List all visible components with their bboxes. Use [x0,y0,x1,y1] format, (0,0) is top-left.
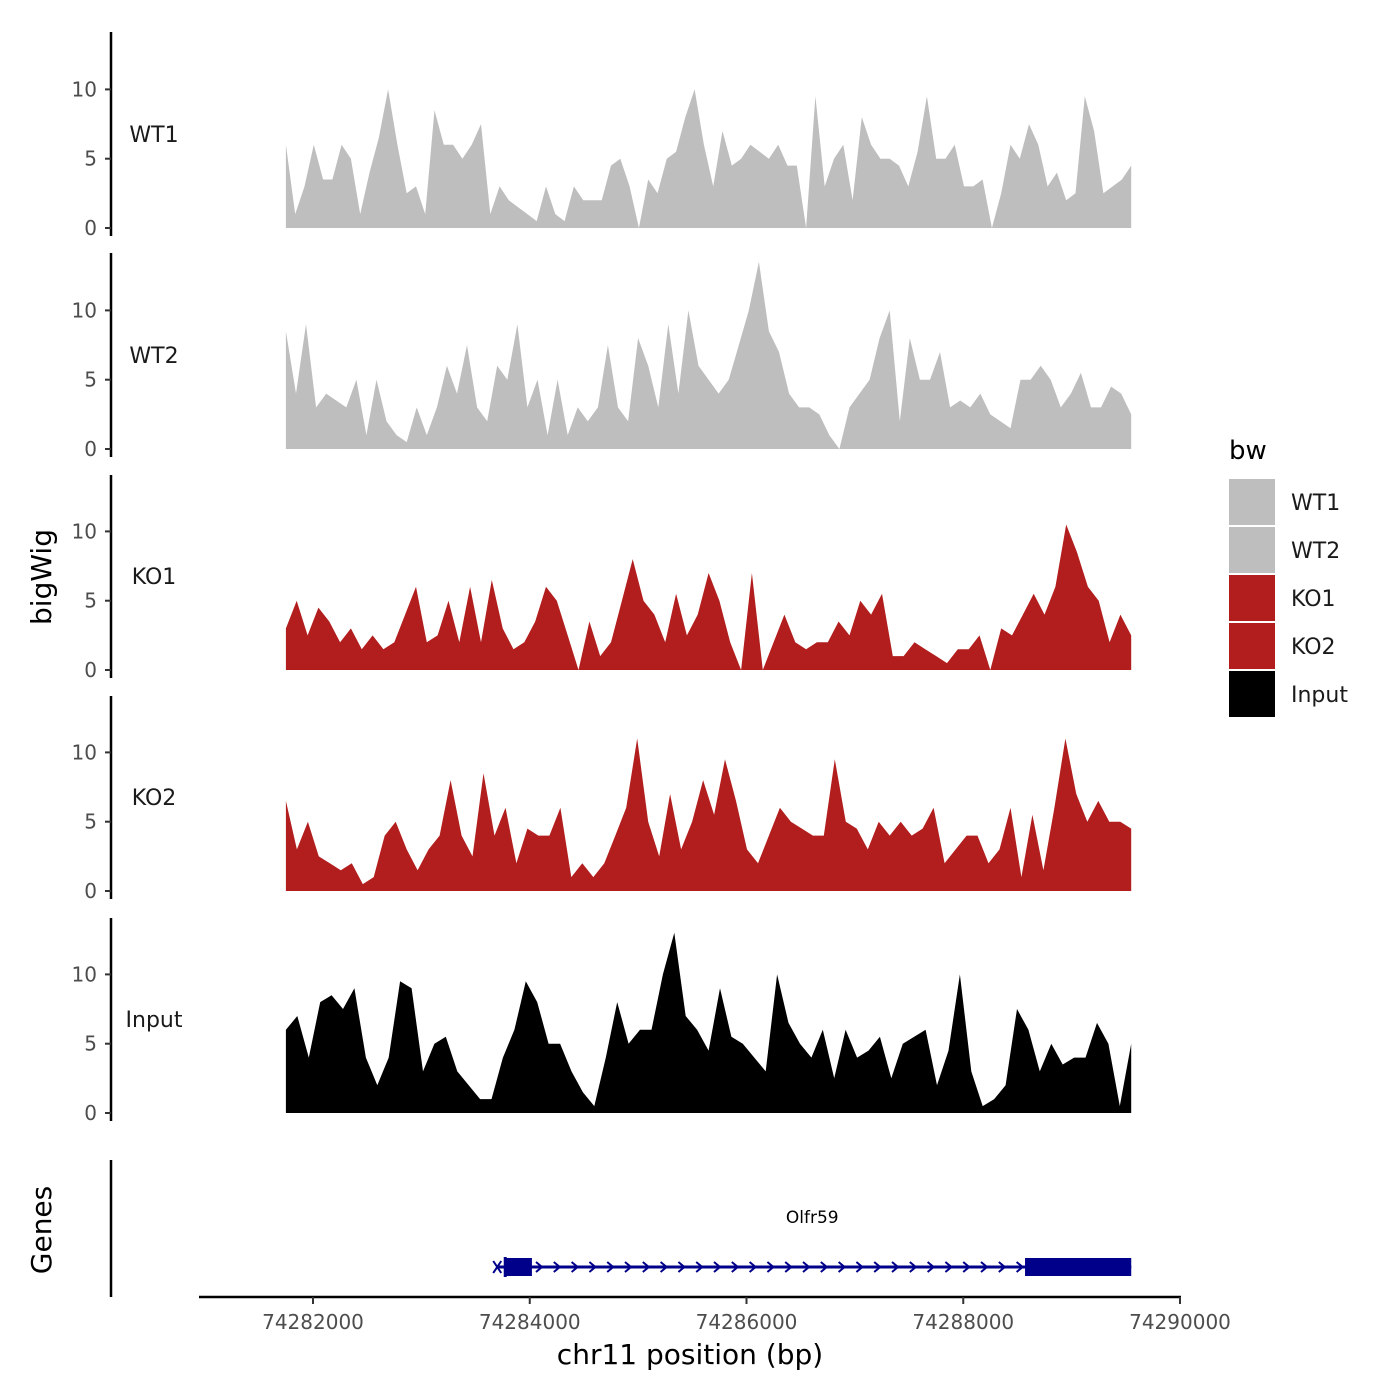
strand-arrow [820,1261,829,1273]
legend-key-wt1 [1229,479,1275,525]
signal-area-ko1 [285,524,1132,670]
gene-name-label: Olfr59 [786,1208,839,1228]
y-tick-label: 10 [72,298,97,322]
strand-arrow [659,1261,669,1273]
y-tick-label: 0 [84,437,97,461]
strand-arrow [642,1261,651,1273]
strand-arrow [784,1261,793,1273]
signal-tracks: 0 5 10 WT1 0 5 10 WT2 0 5 10 KO1 0 5 10 KO2 0 5 10 Input [72,32,1132,1125]
track-ko2: 0 5 10 KO2 [72,696,1132,903]
y-tick-label: 5 [84,589,97,613]
legend-label: KO1 [1291,587,1336,612]
x-axis-title: chr11 position (bp) [557,1338,823,1371]
strand-arrow [570,1261,580,1273]
signal-area-wt2 [285,261,1132,449]
strand-arrow [980,1261,989,1273]
track-input: 0 5 10 Input [72,918,1132,1125]
y-tick-label: 5 [84,147,97,171]
genes-axis-title: Genes [25,1186,58,1274]
y-tick-label: 0 [84,1101,97,1125]
legend-key-wt2 [1229,527,1275,573]
y-tick-label: 10 [72,519,97,543]
x-tick-label: 74288000 [912,1310,1014,1334]
strand-arrow [695,1261,704,1273]
legend-label: WT2 [1291,539,1340,564]
gene-track: Olfr59 [109,1160,1132,1297]
strand-arrow [891,1261,900,1273]
strand-arrow [535,1261,544,1273]
strand-arrow [802,1261,811,1273]
track-label: WT2 [129,344,178,369]
legend-title: bw [1229,436,1267,466]
legend-key-ko1 [1229,575,1275,621]
track-wt2: 0 5 10 WT2 [72,253,1132,461]
track-ko1: 0 5 10 KO1 [72,475,1132,682]
y-tick-label: 0 [84,658,97,682]
strand-arrow [624,1261,633,1273]
legend: bw WT1 WT2 KO1 KO2 Input [1229,436,1348,717]
strand-arrow [553,1261,562,1273]
signal-area-wt1 [285,89,1132,229]
legend-label: KO2 [1291,635,1336,660]
y-tick-label: 0 [84,216,97,240]
strand-arrow [873,1261,882,1273]
y-tick-label: 5 [84,810,97,834]
tss-mark [492,1260,503,1274]
legend-label: WT1 [1291,491,1340,516]
track-label: WT1 [129,123,178,148]
y-tick-label: 10 [72,77,97,101]
strand-arrow [731,1261,740,1273]
y-tick-label: 10 [72,962,97,986]
track-label: KO1 [132,565,177,590]
strand-arrow [926,1261,936,1273]
strand-arrow [713,1261,722,1273]
strand-arrow [944,1261,953,1273]
track-wt1: 0 5 10 WT1 [72,32,1132,240]
strand-arrow [766,1261,775,1273]
track-label: Input [126,1008,183,1033]
exon [505,1258,532,1276]
y-tick-label: 0 [84,879,97,903]
x-tick-label: 74282000 [262,1310,364,1334]
legend-label: Input [1291,683,1348,708]
y-tick-label: 5 [84,368,97,392]
signal-area-input [285,932,1132,1113]
strand-arrow [855,1261,864,1273]
y-axis-title: bigWig [25,529,58,625]
exon [1025,1258,1132,1276]
strand-arrow [998,1261,1007,1273]
signal-area-ko2 [285,738,1132,891]
y-tick-label: 5 [84,1032,97,1056]
x-axis: 74282000 74284000 74286000 74288000 74290000 [199,1295,1231,1334]
strand-arrow [588,1261,597,1273]
x-tick-label: 74290000 [1129,1310,1231,1334]
strand-arrow [837,1261,847,1273]
strand-arrow [677,1261,686,1273]
strand-arrow [1015,1261,1025,1273]
strand-arrow [606,1261,615,1273]
y-tick-label: 10 [72,740,97,764]
legend-key-ko2 [1229,623,1275,669]
legend-key-input [1229,671,1275,717]
strand-arrow [909,1261,918,1273]
x-tick-label: 74284000 [479,1310,581,1334]
x-tick-label: 74286000 [696,1310,798,1334]
track-label: KO2 [132,786,177,811]
strand-arrow [748,1261,758,1273]
strand-arrow [962,1261,971,1273]
